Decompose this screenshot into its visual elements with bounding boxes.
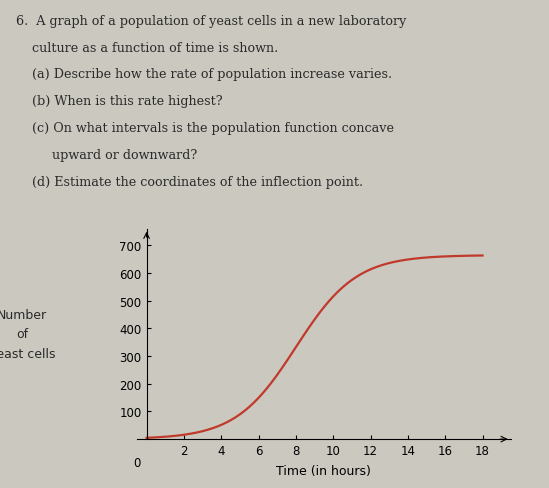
Text: yeast cells: yeast cells [0, 347, 55, 360]
Text: 0: 0 [133, 456, 141, 469]
Text: (c) On what intervals is the population function concave: (c) On what intervals is the population … [16, 122, 395, 135]
Text: (b) When is this rate highest?: (b) When is this rate highest? [16, 95, 223, 108]
Text: of: of [16, 328, 28, 341]
Text: Number: Number [0, 308, 47, 321]
Text: upward or downward?: upward or downward? [16, 149, 198, 162]
Text: 6.  A graph of a population of yeast cells in a new laboratory: 6. A graph of a population of yeast cell… [16, 15, 407, 28]
X-axis label: Time (in hours): Time (in hours) [277, 464, 371, 477]
Text: (d) Estimate the coordinates of the inflection point.: (d) Estimate the coordinates of the infl… [16, 176, 363, 189]
Text: culture as a function of time is shown.: culture as a function of time is shown. [16, 41, 279, 55]
Text: (a) Describe how the rate of population increase varies.: (a) Describe how the rate of population … [16, 68, 393, 81]
